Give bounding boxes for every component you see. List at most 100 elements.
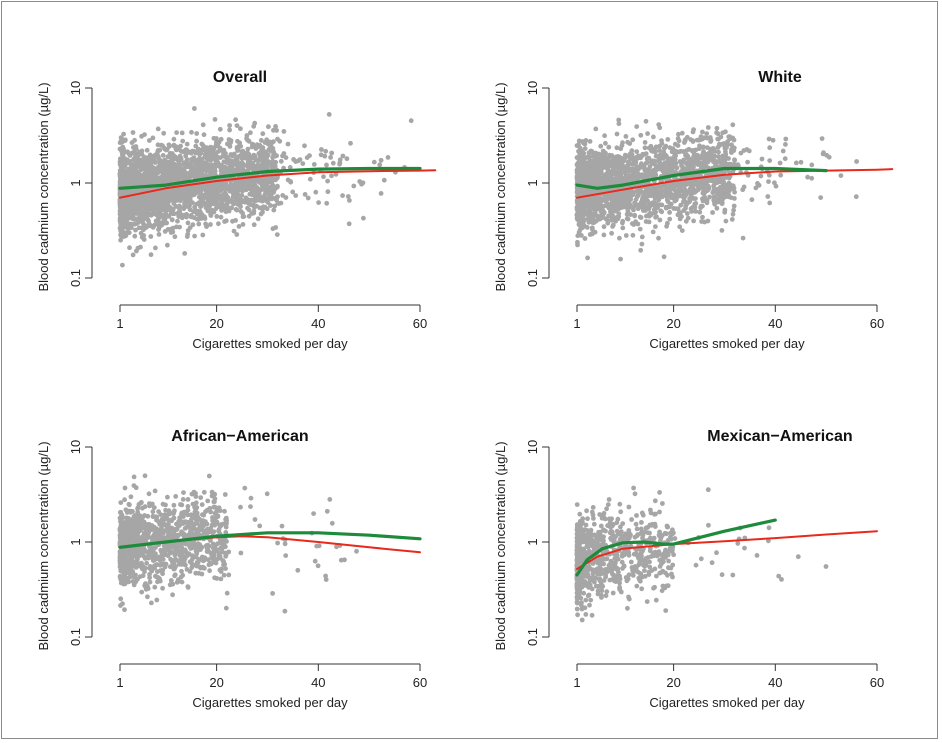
scatter-point bbox=[730, 122, 736, 128]
x-tick-label: 20 bbox=[666, 316, 680, 331]
scatter-point bbox=[130, 130, 136, 135]
scatter-point bbox=[623, 233, 629, 238]
scatter-point bbox=[254, 195, 260, 201]
scatter-point bbox=[766, 179, 771, 185]
scatter-point bbox=[240, 222, 246, 227]
scatter-point bbox=[162, 157, 168, 163]
scatter-point bbox=[684, 211, 690, 216]
scatter-point bbox=[659, 188, 665, 194]
scatter-point bbox=[681, 183, 687, 189]
scatter-point bbox=[262, 186, 268, 192]
scatter-point bbox=[138, 230, 144, 236]
scatter-point bbox=[155, 148, 161, 153]
scatter-point bbox=[767, 158, 773, 164]
scatter-point bbox=[164, 178, 170, 184]
scatter-point bbox=[330, 160, 336, 166]
scatter-point bbox=[783, 142, 788, 147]
scatter-point bbox=[321, 174, 326, 180]
scatter-point bbox=[156, 232, 162, 237]
scatter-point bbox=[337, 157, 343, 163]
scatter-point bbox=[604, 165, 610, 171]
scatter-point bbox=[783, 136, 789, 142]
scatter-point bbox=[693, 196, 698, 202]
scatter-point bbox=[121, 131, 126, 137]
scatter-point bbox=[699, 219, 704, 224]
scatter-point bbox=[219, 197, 225, 203]
scatter-point bbox=[208, 197, 214, 203]
scatter-point bbox=[245, 137, 250, 143]
scatter-point bbox=[245, 146, 251, 152]
scatter-point bbox=[145, 179, 151, 185]
scatter-point bbox=[624, 211, 630, 217]
scatter-point bbox=[581, 218, 587, 224]
scatter-point bbox=[621, 158, 626, 164]
scatter-point bbox=[307, 176, 313, 182]
scatter-point bbox=[633, 189, 638, 194]
scatter-point bbox=[187, 203, 192, 209]
scatter-point bbox=[576, 201, 581, 207]
scatter-point bbox=[589, 226, 595, 232]
scatter-point bbox=[685, 179, 691, 185]
scatter-point bbox=[574, 212, 580, 217]
scatter-point bbox=[185, 228, 191, 233]
scatter-point bbox=[191, 155, 197, 161]
scatter-point bbox=[265, 200, 271, 205]
scatter-point bbox=[327, 497, 333, 502]
scatter-point bbox=[662, 160, 668, 166]
y-axis-label: Blood cadmium concentration (µg/L) bbox=[493, 82, 508, 291]
scatter-point bbox=[726, 188, 732, 194]
scatter-point bbox=[256, 188, 262, 194]
scatter-point bbox=[262, 155, 268, 161]
scatter-point bbox=[201, 200, 207, 206]
scatter-point bbox=[345, 194, 351, 199]
scatter-point bbox=[604, 200, 609, 205]
scatter-point bbox=[727, 182, 732, 188]
scatter-point bbox=[741, 184, 747, 190]
scatter-point bbox=[622, 152, 628, 158]
scatter-point bbox=[721, 186, 726, 192]
scatter-point bbox=[139, 211, 145, 217]
scatter-point bbox=[680, 165, 686, 170]
scatter-point bbox=[270, 159, 276, 164]
scatter-point bbox=[627, 141, 633, 146]
scatter-point bbox=[258, 211, 264, 217]
scatter-point bbox=[248, 495, 254, 501]
scatter-point bbox=[639, 241, 645, 247]
scatter-point bbox=[214, 163, 219, 168]
scatter-point bbox=[165, 227, 171, 232]
scatter-point bbox=[144, 560, 150, 566]
scatter-point bbox=[683, 152, 688, 158]
scatter-point bbox=[165, 242, 170, 248]
scatter-point bbox=[217, 126, 223, 132]
scatter-point bbox=[767, 145, 773, 151]
scatter-point bbox=[270, 591, 275, 596]
scatter-point bbox=[258, 165, 264, 170]
scatter-point bbox=[185, 220, 191, 226]
scatter-point bbox=[208, 222, 213, 227]
scatter-point bbox=[171, 211, 177, 217]
scatter-point bbox=[809, 162, 815, 168]
scatter-point bbox=[132, 221, 138, 227]
scatter-point bbox=[127, 245, 132, 251]
scatter-point bbox=[653, 189, 659, 194]
scatter-point bbox=[279, 523, 285, 529]
scatter-point bbox=[157, 163, 163, 169]
y-tick-label: 1 bbox=[68, 179, 83, 186]
scatter-point bbox=[157, 159, 163, 165]
scatter-point bbox=[146, 221, 152, 227]
scatter-points bbox=[117, 106, 414, 268]
scatter-point bbox=[755, 181, 760, 186]
scatter-point bbox=[194, 138, 200, 144]
x-tick-label: 40 bbox=[311, 316, 325, 331]
scatter-point bbox=[687, 186, 693, 192]
scatter-point bbox=[290, 189, 296, 195]
scatter-point bbox=[605, 220, 611, 226]
scatter-point bbox=[616, 211, 622, 217]
scatter-point bbox=[264, 206, 270, 212]
scatter-point bbox=[158, 167, 164, 173]
scatter-point bbox=[579, 151, 584, 157]
scatter-point bbox=[285, 141, 291, 147]
scatter-point bbox=[198, 195, 203, 201]
scatter-point bbox=[270, 182, 276, 188]
scatter-point bbox=[708, 178, 714, 184]
